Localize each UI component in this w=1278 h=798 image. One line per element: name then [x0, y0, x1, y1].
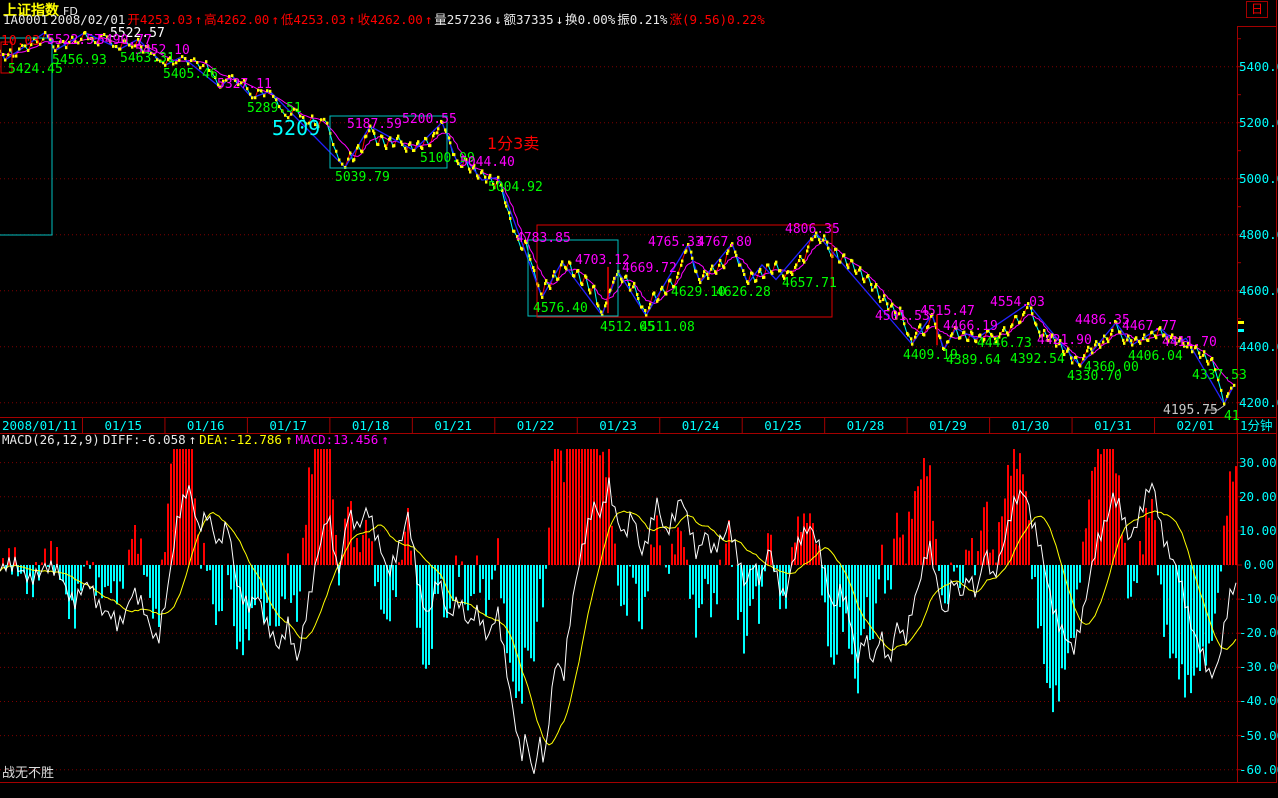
date-axis-label: 01/16: [187, 419, 225, 432]
macd-axis-label: -30.00: [1239, 661, 1274, 673]
macd-axis-label: -50.00: [1239, 730, 1274, 742]
macd-indicator-bar: MACD(26,12,9)DIFF:-6.058↑DEA:-12.786↑MAC…: [2, 433, 392, 447]
axis-labels-layer: 5400.0 5200.0 5000.0 4800.0 4600.0 4400.0 4200…: [0, 0, 1278, 798]
macd-info-token: ↑: [285, 432, 293, 447]
macd-axis-label: -60.00: [1239, 764, 1274, 776]
macd-info-token: MACD(26,12,9): [2, 432, 100, 447]
date-axis-label: 01/25: [764, 419, 802, 432]
date-axis-label: 01/28: [847, 419, 885, 432]
macd-axis-label: 30.00: [1239, 457, 1274, 469]
footer-slogan: 战无不胜: [2, 767, 54, 780]
macd-axis-label: 10.00: [1239, 525, 1274, 537]
price-axis-label: 5000.0: [1239, 173, 1274, 185]
macd-info-token: DEA:-12.786: [199, 432, 282, 447]
macd-axis-label: -20.00: [1239, 627, 1274, 639]
price-axis-label: 4600.0: [1239, 285, 1274, 297]
app-window: 上证指数FD 1A00012008/02/01开4253.03↑高4262.00…: [0, 0, 1278, 798]
price-axis-label: 5200.0: [1239, 117, 1274, 129]
date-axis-label: 01/23: [599, 419, 637, 432]
date-axis-label: 01/15: [104, 419, 142, 432]
macd-axis-label: -10.00: [1239, 593, 1274, 605]
macd-info-token: ↑: [189, 432, 197, 447]
date-axis-label: 2008/01/11: [2, 419, 77, 432]
price-axis-label: 4200.0: [1239, 397, 1274, 409]
macd-axis-label: -40.00: [1239, 695, 1274, 707]
price-axis-label: 4800.0: [1239, 229, 1274, 241]
date-axis-label: 01/30: [1012, 419, 1050, 432]
date-axis-label: 01/31: [1094, 419, 1132, 432]
date-axis-label: 02/01: [1177, 419, 1215, 432]
date-axis-label: 01/17: [269, 419, 307, 432]
date-axis-label: 01/21: [434, 419, 472, 432]
macd-info-token: DIFF:-6.058: [103, 432, 186, 447]
macd-info-token: MACD:13.456: [296, 432, 379, 447]
date-axis-label: 01/24: [682, 419, 720, 432]
price-axis-label: 5400.0: [1239, 61, 1274, 73]
macd-axis-label: 20.00: [1239, 491, 1274, 503]
date-axis-label: 01/22: [517, 419, 555, 432]
date-axis-label: 01/18: [352, 419, 390, 432]
timeframe-label[interactable]: 1分钟: [1240, 419, 1273, 432]
date-axis-label: 01/29: [929, 419, 967, 432]
macd-axis-label: 0.00: [1239, 559, 1274, 571]
macd-info-token: ↑: [381, 432, 389, 447]
price-axis-label: 4400.0: [1239, 341, 1274, 353]
